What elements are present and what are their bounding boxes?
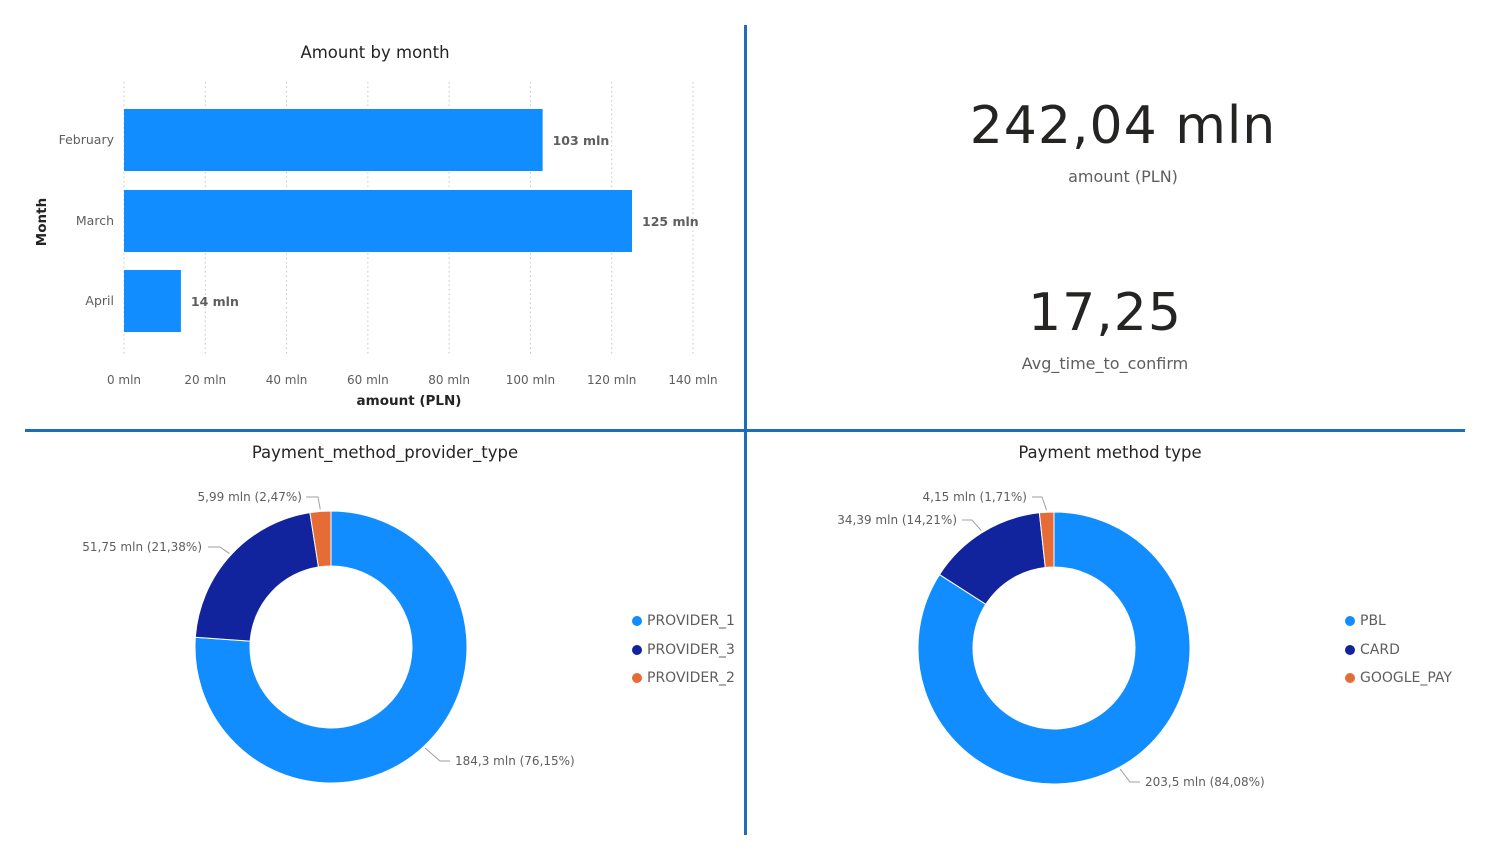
legend-dot-icon bbox=[632, 616, 642, 627]
legend-dot-icon bbox=[1345, 644, 1355, 655]
bar-data-label: 125 mln bbox=[642, 214, 699, 229]
legend-item-google-pay[interactable]: GOOGLE_PAY bbox=[1345, 664, 1452, 693]
bar-data-label: 14 mln bbox=[191, 294, 239, 309]
kpi-amount-label: amount (PLN) bbox=[1068, 167, 1178, 186]
bar-february bbox=[124, 109, 543, 171]
horizontal-divider bbox=[25, 429, 1465, 432]
legend-item-card[interactable]: CARD bbox=[1345, 636, 1452, 665]
legend-dot-icon bbox=[1345, 616, 1355, 627]
legend-label: CARD bbox=[1360, 641, 1400, 658]
leader-line bbox=[1119, 768, 1140, 783]
x-tick-label: 120 mln bbox=[587, 373, 636, 387]
legend-dot-icon bbox=[1345, 673, 1355, 684]
y-axis-title: Month bbox=[34, 198, 50, 246]
x-tick-label: 20 mln bbox=[184, 373, 226, 387]
method-donut-title: Payment method type bbox=[1018, 443, 1202, 462]
slice-data-label: 5,99 mln (2,47%) bbox=[198, 490, 302, 504]
leader-line bbox=[962, 519, 982, 531]
legend-label: PROVIDER_3 bbox=[647, 641, 735, 658]
legend-dot-icon bbox=[632, 673, 642, 684]
legend-label: PROVIDER_2 bbox=[647, 670, 735, 687]
slice-data-label: 184,3 mln (76,15%) bbox=[455, 754, 575, 768]
bar-april bbox=[124, 270, 181, 332]
leader-line bbox=[424, 747, 450, 762]
kpi-avg-time-label: Avg_time_to_confirm bbox=[1021, 354, 1189, 373]
slice-data-label: 203,5 mln (84,08%) bbox=[1145, 775, 1265, 789]
legend-label: PBL bbox=[1360, 613, 1386, 630]
leader-line bbox=[1032, 496, 1048, 511]
donut-slice-provider-1 bbox=[194, 510, 468, 784]
y-category-label: March bbox=[76, 213, 114, 228]
bar-chart-title: Amount by month bbox=[300, 43, 450, 62]
bar-data-label: 103 mln bbox=[553, 133, 610, 148]
kpi-avg-time-value: 17,25 bbox=[1028, 283, 1182, 343]
provider-donut-title: Payment_method_provider_type bbox=[251, 443, 519, 462]
donut-slice-google-pay bbox=[1038, 511, 1055, 569]
kpi-amount-value: 242,04 mln bbox=[969, 96, 1277, 156]
donut-slice-provider-2 bbox=[309, 510, 332, 568]
x-tick-label: 100 mln bbox=[506, 373, 555, 387]
x-tick-label: 0 mln bbox=[107, 373, 141, 387]
legend-item-provider-3[interactable]: PROVIDER_3 bbox=[632, 636, 735, 665]
donut-slice-provider-3 bbox=[194, 512, 320, 642]
donut-slice-pbl bbox=[917, 511, 1191, 785]
method-legend: PBL CARD GOOGLE_PAY bbox=[1345, 607, 1452, 693]
x-tick-label: 60 mln bbox=[347, 373, 389, 387]
legend-item-pbl[interactable]: PBL bbox=[1345, 607, 1452, 636]
x-tick-label: 40 mln bbox=[266, 373, 308, 387]
legend-label: PROVIDER_1 bbox=[647, 613, 735, 630]
bar-march bbox=[124, 190, 633, 252]
leader-line bbox=[208, 546, 230, 554]
x-tick-label: 80 mln bbox=[428, 373, 470, 387]
legend-dot-icon bbox=[632, 644, 642, 655]
slice-data-label: 4,15 mln (1,71%) bbox=[923, 490, 1027, 504]
leader-line bbox=[306, 496, 321, 510]
slice-data-label: 34,39 mln (14,21%) bbox=[837, 513, 957, 527]
y-category-label: February bbox=[59, 132, 115, 147]
legend-label: GOOGLE_PAY bbox=[1360, 670, 1452, 687]
y-category-label: April bbox=[85, 293, 114, 308]
x-axis-title: amount (PLN) bbox=[357, 393, 462, 409]
legend-item-provider-2[interactable]: PROVIDER_2 bbox=[632, 664, 735, 693]
x-tick-label: 140 mln bbox=[668, 373, 717, 387]
slice-data-label: 51,75 mln (21,38%) bbox=[82, 540, 202, 554]
provider-legend: PROVIDER_1 PROVIDER_3 PROVIDER_2 bbox=[632, 607, 735, 693]
legend-item-provider-1[interactable]: PROVIDER_1 bbox=[632, 607, 735, 636]
